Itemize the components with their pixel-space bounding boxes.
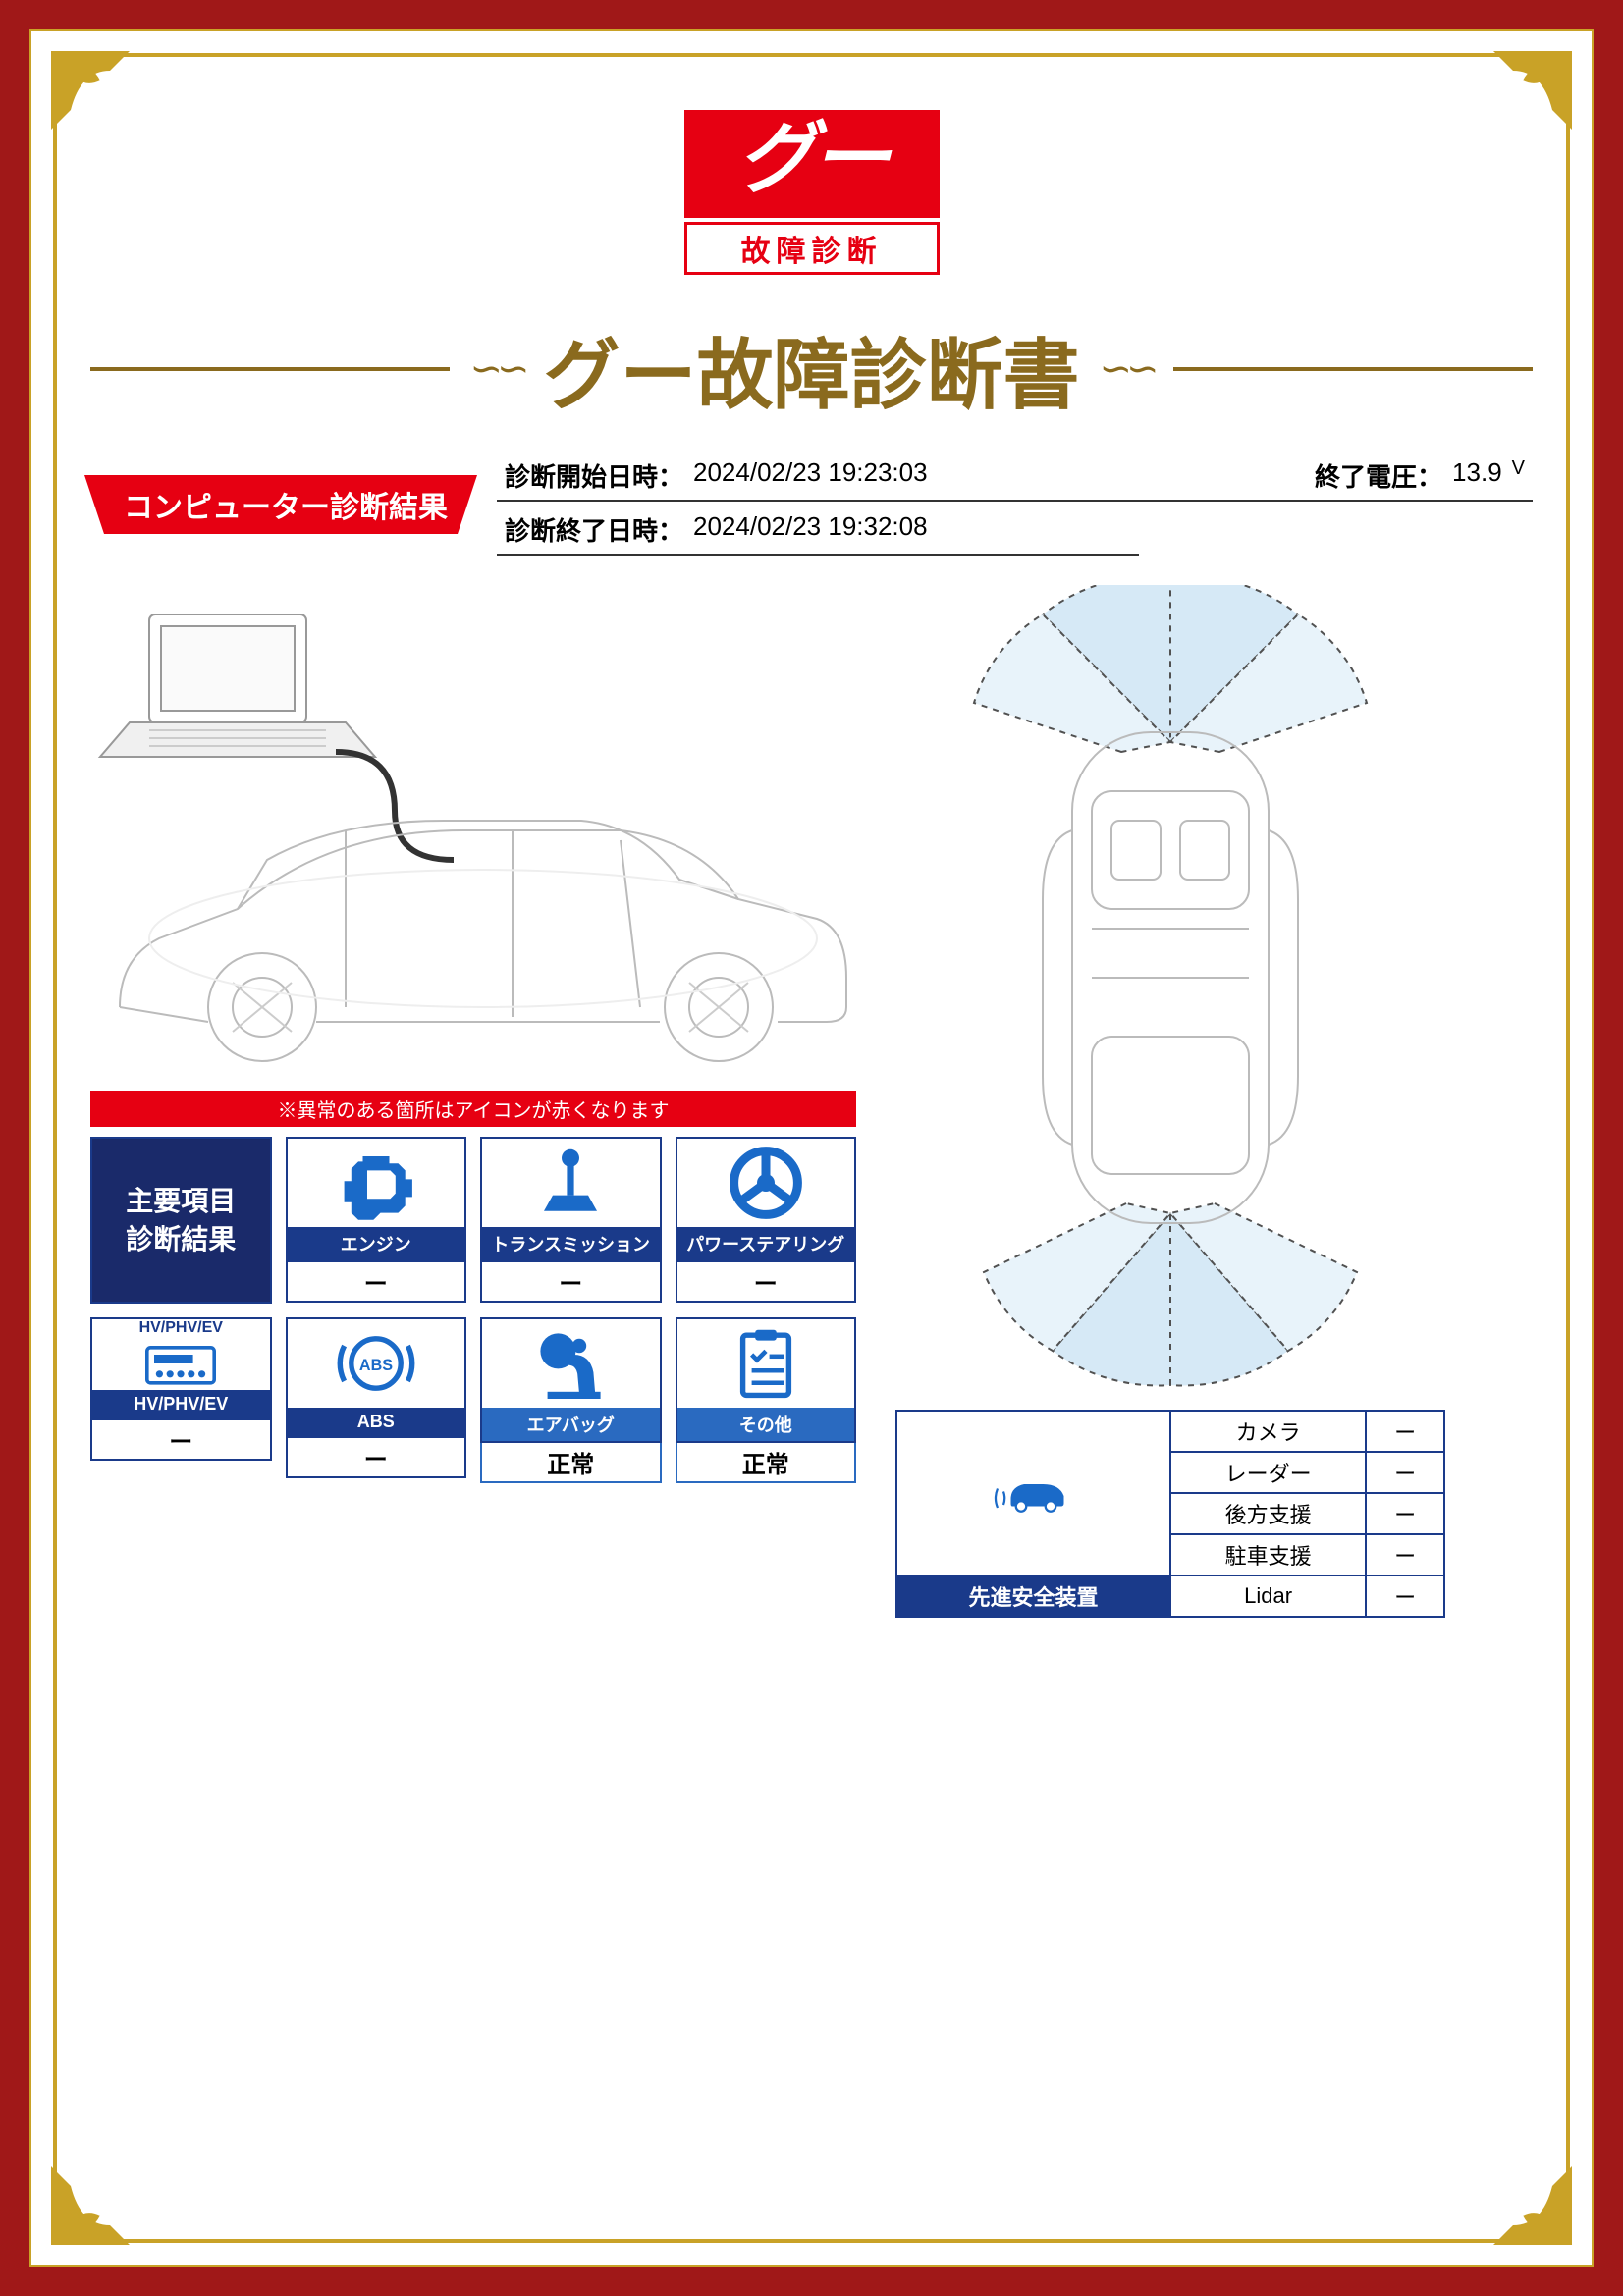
- tile-status: ー: [90, 1420, 272, 1461]
- safety-row-label: カメラ: [1170, 1411, 1366, 1452]
- meta-end-label: 診断終了日時：: [505, 511, 683, 548]
- tile-other: その他: [676, 1317, 857, 1443]
- tile-status: 正常: [676, 1443, 857, 1483]
- clipboard-icon: [677, 1319, 855, 1408]
- diagnostic-grid: 主要項目 診断結果 エンジン ー: [90, 1137, 856, 1483]
- tile-status: ー: [286, 1438, 467, 1478]
- logo-main: グー: [684, 110, 940, 218]
- document-title-row: ∽∽ グー故障診断書 ∽∽: [90, 314, 1533, 424]
- tile-airbag: エアバッグ: [480, 1317, 662, 1443]
- engine-icon: [288, 1139, 465, 1227]
- safety-table: カメラ ー レーダー ー 後方支援 ー 駐車支援 ー: [895, 1410, 1445, 1618]
- meta-start-value: 2024/02/23 19:23:03: [693, 457, 928, 494]
- brand-logo: グー 故障診断: [684, 110, 940, 275]
- meta-voltage-value: 13.9: [1452, 457, 1502, 494]
- meta-end-row: 診断終了日時： 2024/02/23 19:32:08: [497, 507, 1139, 556]
- meta-start-row: 診断開始日時： 2024/02/23 19:23:03 終了電圧： 13.9 V: [497, 454, 1533, 502]
- meta-end-value: 2024/02/23 19:32:08: [693, 511, 928, 548]
- car-top-sensor-diagram: [915, 585, 1426, 1390]
- flourish-icon: ∽∽: [1100, 347, 1154, 392]
- tile-status: ー: [676, 1262, 857, 1303]
- grid-header-tile: 主要項目 診断結果: [90, 1137, 272, 1304]
- meta-voltage-unit: V: [1512, 457, 1525, 494]
- tile-status: ー: [286, 1262, 467, 1303]
- certificate-frame: グー 故障診断 ∽∽ グー故障診断書 ∽∽ コンピューター診断結果 診断開始日時…: [29, 29, 1594, 2267]
- safety-row-value: ー: [1366, 1452, 1444, 1493]
- logo-sub: 故障診断: [684, 222, 940, 275]
- notice-bar: ※異常のある箇所はアイコンが赤くなります: [90, 1091, 856, 1127]
- safety-row-label: 駐車支援: [1170, 1534, 1366, 1575]
- tile-status: ー: [480, 1262, 662, 1303]
- svg-text:ABS: ABS: [359, 1357, 393, 1374]
- section-label: コンピューター診断結果: [84, 475, 477, 534]
- tile-label: エアバッグ: [482, 1408, 660, 1441]
- tile-transmission: トランスミッション: [480, 1137, 662, 1262]
- flourish-icon: ∽∽: [469, 347, 523, 392]
- tile-status: 正常: [480, 1443, 662, 1483]
- meta-start-label: 診断開始日時：: [505, 457, 683, 494]
- tile-label: トランスミッション: [482, 1227, 660, 1260]
- meta-voltage-label: 終了電圧：: [1315, 457, 1442, 494]
- transmission-icon: [482, 1139, 660, 1227]
- tile-label: HV/PHV/EV: [92, 1390, 270, 1418]
- tile-label: ABS: [288, 1408, 465, 1436]
- safety-row-label: Lidar: [1170, 1575, 1366, 1617]
- tile-hv: HV/PHV/EV HV/PHV/EV: [90, 1317, 272, 1420]
- steering-icon: [677, 1139, 855, 1227]
- safety-row-value: ー: [1366, 1493, 1444, 1534]
- tile-abs: ABS ABS: [286, 1317, 467, 1438]
- car-side-diagram: [90, 585, 856, 1076]
- safety-row-value: ー: [1366, 1575, 1444, 1617]
- tile-label: パワーステアリング: [677, 1227, 855, 1260]
- abs-icon: ABS: [288, 1319, 465, 1408]
- safety-header: 先進安全装置: [896, 1575, 1170, 1617]
- tile-label: エンジン: [288, 1227, 465, 1260]
- hv-icon: HV/PHV/EV: [92, 1319, 270, 1390]
- tile-engine: エンジン: [286, 1137, 467, 1262]
- safety-car-icon: [896, 1411, 1170, 1575]
- safety-row-label: レーダー: [1170, 1452, 1366, 1493]
- tile-label: その他: [677, 1408, 855, 1441]
- safety-row-value: ー: [1366, 1534, 1444, 1575]
- section-header: コンピューター診断結果 診断開始日時： 2024/02/23 19:23:03 …: [84, 454, 1533, 556]
- tile-steering: パワーステアリング: [676, 1137, 857, 1262]
- airbag-icon: [482, 1319, 660, 1408]
- document-title: グー故障診断書: [544, 314, 1080, 424]
- safety-row-label: 後方支援: [1170, 1493, 1366, 1534]
- safety-row-value: ー: [1366, 1411, 1444, 1452]
